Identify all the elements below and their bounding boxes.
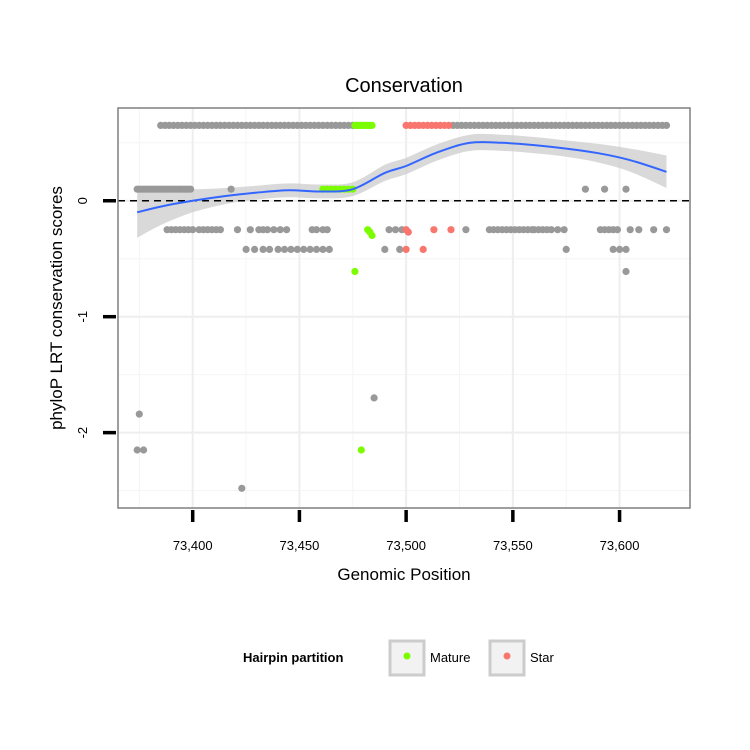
point-other <box>263 226 271 234</box>
point-other <box>560 226 568 234</box>
point-other <box>306 245 314 253</box>
point-other <box>622 267 630 276</box>
point-other <box>312 226 321 234</box>
point-other <box>227 185 235 193</box>
point-other <box>216 226 224 234</box>
point-other <box>319 245 327 253</box>
point-other <box>187 185 195 193</box>
point-star <box>447 226 455 234</box>
x-axis-ticks: 73,400 73,450 73,500 73,550 73,600 <box>173 510 640 553</box>
point-star <box>430 226 438 234</box>
point-other <box>635 226 643 234</box>
legend-swatch-star <box>503 652 511 660</box>
point-other <box>276 226 284 234</box>
legend-label-star: Star <box>530 650 555 665</box>
point-star <box>404 228 412 236</box>
point-other <box>396 245 404 253</box>
chart-title: Conservation <box>345 75 463 97</box>
point-other <box>280 245 289 253</box>
point-other <box>274 245 282 253</box>
legend-swatch-mature <box>403 652 411 660</box>
y-axis-ticks: -2 -1 0 <box>75 197 116 438</box>
y-tick-label: -1 <box>75 311 90 323</box>
legend: Hairpin partition Mature Star <box>243 639 555 677</box>
point-other <box>581 185 590 193</box>
point-other <box>242 245 250 253</box>
point-other <box>325 245 333 253</box>
smooth-trend-line <box>136 140 667 214</box>
point-other <box>287 245 295 253</box>
legend-label-mature: Mature <box>430 650 470 665</box>
point-mature <box>368 121 376 129</box>
point-other <box>650 226 658 234</box>
point-other <box>622 245 630 253</box>
x-tick-label: 73,550 <box>493 538 533 553</box>
point-other <box>547 226 555 234</box>
point-mature <box>357 446 365 454</box>
point-other <box>135 410 143 418</box>
x-axis-title: Genomic Position <box>337 565 470 584</box>
point-other <box>140 446 148 454</box>
point-other <box>391 226 400 234</box>
gridlines <box>118 108 690 508</box>
point-other <box>300 245 308 253</box>
point-other <box>283 226 291 234</box>
y-tick-label: 0 <box>75 197 90 204</box>
point-other <box>293 245 301 253</box>
point-other <box>601 185 609 193</box>
point-other <box>246 226 254 234</box>
point-other <box>381 245 389 253</box>
legend-key-mature <box>388 639 426 677</box>
point-other <box>312 245 321 253</box>
x-tick-label: 73,450 <box>280 538 320 553</box>
point-other <box>662 226 671 234</box>
point-other <box>265 245 274 253</box>
point-other <box>385 226 393 234</box>
point-other <box>622 185 630 193</box>
x-tick-label: 73,400 <box>173 538 213 553</box>
point-other <box>626 226 634 234</box>
y-axis-title: phyloP LRT conservation scores <box>47 186 66 430</box>
point-other <box>323 226 331 234</box>
y-tick-label: -2 <box>75 427 90 439</box>
point-other <box>616 245 624 253</box>
legend-title: Hairpin partition <box>243 650 343 665</box>
data-points <box>133 121 671 492</box>
point-other <box>189 226 197 234</box>
point-other <box>233 226 242 234</box>
point-star <box>402 245 410 253</box>
point-other <box>462 226 470 234</box>
point-star <box>419 245 427 253</box>
point-other <box>133 446 141 454</box>
point-other <box>609 245 617 253</box>
point-other <box>562 245 570 253</box>
x-tick-label: 73,600 <box>600 538 640 553</box>
point-other <box>662 121 671 129</box>
point-star <box>445 121 453 129</box>
point-other <box>238 484 246 492</box>
x-tick-label: 73,500 <box>386 538 426 553</box>
point-mature <box>351 267 359 276</box>
point-mature <box>368 231 376 240</box>
point-other <box>613 226 622 234</box>
point-other <box>251 245 259 253</box>
point-other <box>259 245 267 253</box>
point-other <box>370 394 378 402</box>
panel-border <box>117 107 691 509</box>
point-other <box>554 226 562 234</box>
point-other <box>270 226 278 234</box>
